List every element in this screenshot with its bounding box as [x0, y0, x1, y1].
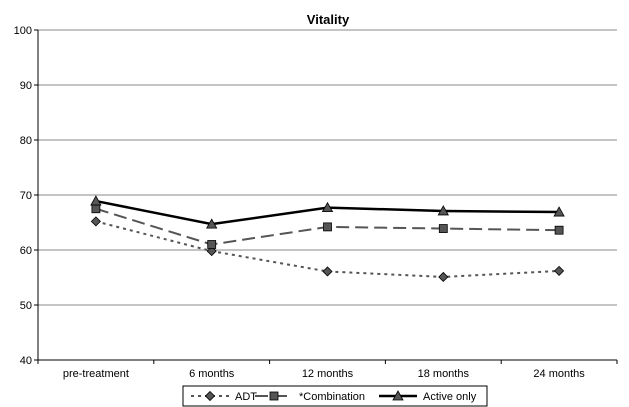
- legend: ADT *Combination Active only: [182, 385, 488, 407]
- x-tick-label: 6 months: [189, 368, 235, 380]
- y-axis-ticks: 40 50 60 70 80 90 100: [14, 25, 38, 367]
- y-tick-label: 60: [20, 245, 32, 257]
- chart-title: Vitality: [307, 12, 350, 27]
- x-tick-label: 24 months: [533, 368, 585, 380]
- gridlines: [38, 29, 617, 306]
- y-tick-label: 80: [20, 135, 32, 147]
- legend-box: [182, 385, 488, 407]
- x-tick-label: pre-treatment: [63, 368, 129, 380]
- x-tick-label: 12 months: [302, 368, 354, 380]
- data-point: [438, 224, 448, 233]
- data-point: [321, 201, 334, 213]
- x-axis-ticks: pre-treatment 6 months 12 months 18 months 2…: [37, 360, 618, 380]
- legend-label: ADT: [235, 391, 257, 403]
- data-point: [204, 390, 216, 402]
- data-point: [90, 216, 101, 227]
- legend-label: *Combination: [299, 391, 365, 403]
- data-point: [322, 266, 333, 277]
- data-point: [90, 195, 102, 206]
- series-combination: [91, 204, 564, 249]
- data-point: [437, 205, 449, 216]
- y-tick-label: 70: [20, 190, 32, 202]
- y-tick-label: 90: [20, 80, 32, 92]
- data-point: [392, 390, 404, 401]
- data-point: [206, 218, 218, 229]
- data-point: [554, 265, 565, 276]
- data-point: [323, 222, 332, 232]
- legend-label: Active only: [423, 391, 477, 403]
- data-point: [438, 271, 449, 283]
- series-active-only: [90, 195, 565, 229]
- x-tick-label: 18 months: [418, 368, 470, 380]
- legend-item: ADT: [191, 390, 257, 403]
- data-point: [269, 391, 279, 401]
- data-point: [554, 225, 564, 235]
- data-point: [91, 204, 101, 214]
- y-tick-label: 50: [20, 300, 32, 312]
- series-group: [90, 195, 565, 283]
- data-point: [207, 240, 217, 249]
- legend-item: Active only: [379, 390, 477, 403]
- y-tick-label: 40: [20, 355, 32, 367]
- legend-item: *Combination: [255, 391, 365, 403]
- y-tick-label: 100: [14, 25, 32, 37]
- data-point: [553, 206, 565, 217]
- series-line: [95, 220, 560, 278]
